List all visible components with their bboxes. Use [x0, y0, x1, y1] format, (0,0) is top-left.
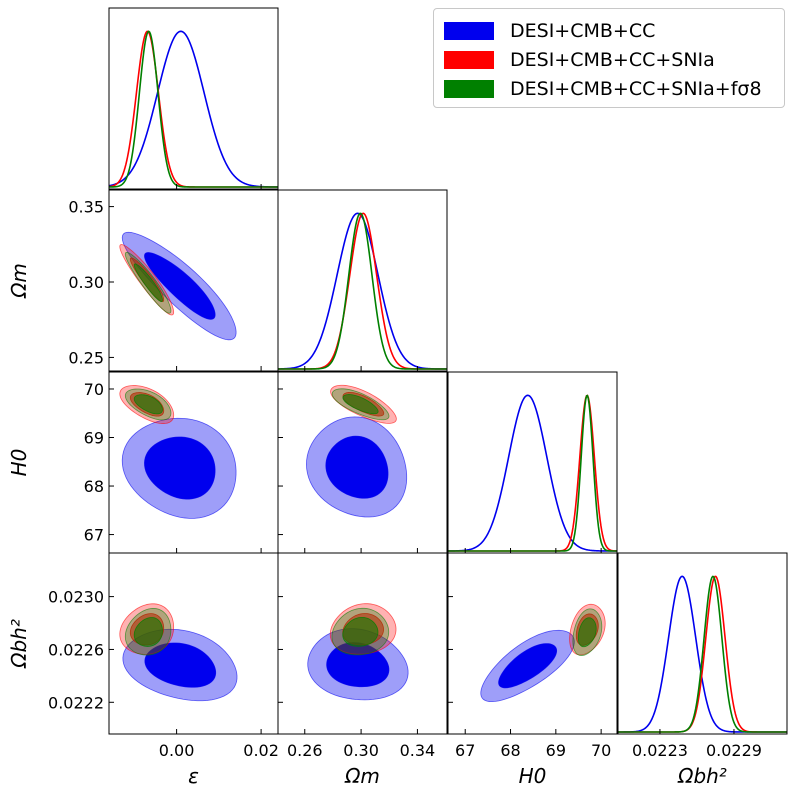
- panel-om-obh2: 0.26 0.30 0.34: [277, 552, 448, 760]
- y-tick-label: 0.35: [68, 198, 104, 217]
- legend-item-desi-cmb-cc: DESI+CMB+CC: [444, 18, 655, 44]
- contour-68-desi-cmb-cc-snia-f-8: [133, 263, 163, 303]
- y-tick-label: 68: [84, 477, 104, 496]
- legend-swatch-green: [444, 80, 494, 98]
- legend-label: DESI+CMB+CC+SNIa+fσ8: [510, 78, 762, 100]
- panel-content: [307, 603, 409, 701]
- panel-eps-eps: [108, 7, 279, 190]
- x-tick-label: 70: [591, 741, 611, 760]
- panel-content: [306, 384, 408, 518]
- x-tick-label: 0.00: [159, 741, 195, 760]
- marginal-curve-desi-cmb-cc-snia: [448, 394, 617, 552]
- y-tick-label: 0.30: [68, 273, 104, 292]
- marginal-curve-desi-cmb-cc-snia-f-8: [448, 394, 617, 552]
- y-tick-label: 70: [84, 380, 104, 399]
- panel-h0-obh2: 67 68 69 70: [447, 552, 618, 760]
- panel-frame: [447, 552, 618, 735]
- panel-h0-h0: [447, 371, 618, 554]
- y-tick-label: 0.0222: [48, 693, 104, 712]
- x-tick-label: 67: [455, 741, 475, 760]
- panel-om-h0: [277, 371, 448, 554]
- x-axis-label-h0: H0: [519, 764, 547, 788]
- panel-content: [448, 394, 617, 552]
- x-axis-label-obh2: Ωbh²: [677, 764, 727, 788]
- panel-eps-obh2: 0.00 0.02 0.0222 0.0226 0.0230: [48, 552, 279, 760]
- marginal-curve-desi-cmb-cc-snia: [278, 212, 447, 370]
- marginal-curve-desi-cmb-cc-snia-f-8: [278, 212, 447, 370]
- panel-eps-h0: 67 68 69 70: [84, 371, 279, 554]
- y-tick-label: 69: [84, 429, 104, 448]
- y-axis-label-om: Ωm: [7, 263, 31, 299]
- legend-label: DESI+CMB+CC+SNIa: [510, 49, 715, 71]
- panel-content: [119, 603, 238, 702]
- panel-frame: [277, 189, 448, 372]
- panel-content: [278, 212, 447, 370]
- x-tick-label: 0.34: [400, 741, 436, 760]
- contour-68-desi-cmb-cc-snia-f-8: [577, 617, 597, 648]
- x-axis-label-om: Ωm: [344, 764, 380, 788]
- panel-content: [480, 603, 606, 703]
- y-tick-label: 0.25: [68, 348, 104, 367]
- panel-content: [119, 385, 237, 519]
- y-tick-label: 0.0230: [48, 588, 104, 607]
- contour-68-desi-cmb-cc-snia-f-8: [133, 394, 163, 415]
- contour-68-desi-cmb-cc: [144, 252, 216, 320]
- panel-om-om: [277, 189, 448, 372]
- x-tick-label: 69: [546, 741, 566, 760]
- x-tick-label: 0.26: [287, 741, 323, 760]
- panel-obh2-obh2: 0.0223 0.0229: [617, 552, 788, 760]
- marginal-curve-desi-cmb-cc-snia-f-8: [109, 30, 278, 188]
- x-tick-label: 0.0223: [632, 741, 688, 760]
- x-tick-label: 68: [500, 741, 520, 760]
- panel-content: [109, 30, 278, 188]
- panel-frame: [277, 552, 448, 735]
- legend-item-desi-cmb-cc-snia: DESI+CMB+CC+SNIa: [444, 47, 715, 73]
- contour-68-desi-cmb-cc-snia-f-8: [133, 617, 163, 647]
- y-tick-label: 0.0226: [48, 640, 104, 659]
- x-tick-label: 0.30: [343, 741, 379, 760]
- legend-label: DESI+CMB+CC: [510, 20, 656, 42]
- x-tick-label: 0.02: [243, 741, 279, 760]
- marginal-curve-desi-cmb-cc: [109, 30, 278, 188]
- panel-content: [119, 231, 237, 341]
- y-axis-label-h0: H0: [7, 449, 31, 477]
- x-tick-label: 0.0229: [706, 741, 762, 760]
- y-tick-label: 67: [84, 526, 104, 545]
- panel-frame: [108, 7, 279, 190]
- marginal-curve-desi-cmb-cc: [448, 394, 617, 552]
- legend-swatch-blue: [444, 22, 494, 40]
- panel-frame: [617, 552, 788, 735]
- y-axis-label-obh2: Ωbh²: [7, 619, 31, 669]
- contour-68-desi-cmb-cc: [325, 435, 389, 499]
- legend-item-desi-cmb-cc-snia-fs8: DESI+CMB+CC+SNIa+fσ8: [444, 76, 762, 102]
- x-axis-label-eps: ε: [188, 764, 199, 788]
- marginal-curve-desi-cmb-cc-snia-f-8: [618, 575, 787, 733]
- marginal-curve-desi-cmb-cc: [278, 212, 447, 370]
- panel-content: [618, 575, 787, 733]
- contour-68-desi-cmb-cc-snia-f-8: [342, 394, 379, 415]
- contour-68-desi-cmb-cc: [498, 643, 558, 689]
- contour-68-desi-cmb-cc-snia-f-8: [342, 616, 379, 647]
- legend: DESI+CMB+CC DESI+CMB+CC+SNIa DESI+CMB+CC…: [433, 8, 785, 108]
- panel-eps-om: 0.25 0.30 0.35: [68, 189, 279, 372]
- contour-68-desi-cmb-cc: [144, 436, 216, 500]
- legend-swatch-red: [444, 51, 494, 69]
